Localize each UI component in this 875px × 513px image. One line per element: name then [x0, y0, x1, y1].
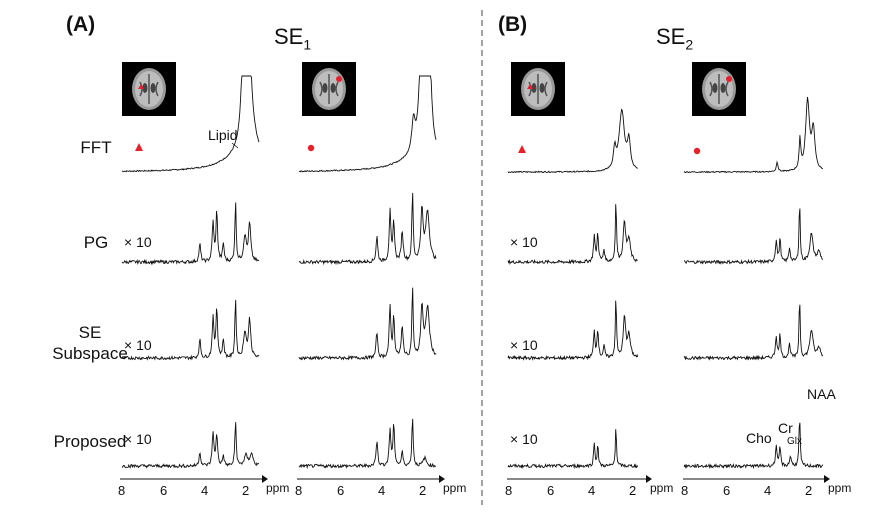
spectrum-trace: [507, 300, 639, 361]
spectra-traces: [121, 75, 824, 470]
axis-arrow-icon: [262, 475, 268, 483]
x-axis-col-2: [297, 475, 445, 483]
panel-a-tag: (A): [66, 13, 96, 36]
brain-thumbnail-a-right: [302, 62, 356, 116]
row-label-se-subspace: SE Subspace: [40, 322, 140, 364]
scale-b-pg: × 10: [510, 234, 538, 250]
lipid-pointer: [231, 142, 239, 149]
brain-thumbnail-b-right: [692, 62, 746, 116]
triangle-marker-icon: [518, 145, 526, 153]
tick-6: 6: [160, 483, 168, 498]
tick-8: 8: [295, 483, 303, 498]
panel-b-tag: (B): [498, 13, 528, 36]
spectrum-trace: [683, 422, 824, 470]
tick-8: 8: [681, 483, 689, 498]
tick-8: 8: [118, 483, 126, 498]
circle-marker-icon: [336, 76, 342, 82]
tick-2: 2: [629, 483, 637, 498]
brain-thumbnail-b-left: [511, 62, 565, 116]
tick-6: 6: [723, 483, 731, 498]
triangle-marker-icon: [138, 84, 144, 89]
spectrum-trace: [298, 287, 437, 361]
naa-label: NAA: [807, 386, 836, 402]
ppm-unit: ppm: [266, 481, 290, 495]
axis-arrow-icon: [646, 475, 652, 483]
tick-4: 4: [378, 483, 386, 498]
scale-b-proposed: × 10: [510, 431, 538, 447]
brain-slice-image: [132, 68, 166, 110]
scale-a-proposed: × 10: [124, 431, 152, 447]
brain-thumbnail-a-left: [122, 62, 176, 116]
lipid-label: Lipid: [208, 127, 238, 143]
panel-a-title-text: SE: [274, 24, 304, 49]
circle-marker-icon: [307, 144, 315, 152]
x-axis-col-4: [683, 475, 830, 483]
spectrum-trace: [121, 75, 260, 173]
panel-a-title: SE1: [274, 24, 311, 52]
spectrum-trace: [507, 204, 638, 265]
spectrum-trace: [507, 108, 638, 174]
spectrum-trace: [121, 422, 260, 469]
scale-a-pg: × 10: [124, 234, 152, 250]
triangle-marker-icon: [135, 143, 143, 151]
triangle-marker-icon: [527, 84, 533, 89]
brain-slice-image: [312, 68, 346, 110]
axis-arrow-icon: [439, 475, 445, 483]
x-axis-col-3: [507, 475, 652, 483]
spectrum-trace: [507, 429, 639, 470]
scale-a-se-subspace: × 10: [124, 337, 152, 353]
brain-slice-image: [521, 68, 555, 110]
tick-8: 8: [505, 483, 513, 498]
circle-marker-icon: [693, 147, 701, 155]
tick-4: 4: [588, 483, 596, 498]
x-axis-col-1: [120, 475, 268, 483]
spectrum-trace: [683, 97, 823, 174]
tick-6: 6: [547, 483, 555, 498]
spectrum-trace: [298, 418, 436, 470]
tick-4: 4: [764, 483, 772, 498]
scale-b-se-subspace: × 10: [510, 337, 538, 353]
panel-b-title: SE2: [656, 24, 693, 52]
tick-2: 2: [242, 483, 250, 498]
panel-b-title-text: SE: [656, 24, 686, 49]
spectrum-trace: [121, 202, 260, 266]
panel-a-title-sub: 1: [303, 36, 312, 53]
ppm-unit: ppm: [443, 481, 467, 495]
row-label-fft: FFT: [80, 138, 112, 157]
tick-4: 4: [201, 483, 209, 498]
tick-2: 2: [419, 483, 427, 498]
axis-arrow-icon: [824, 475, 830, 483]
cr-label: Cr: [778, 420, 793, 436]
spectrum-trace: [298, 75, 437, 173]
spectrum-trace: [121, 299, 260, 361]
row-label-proposed: Proposed: [53, 432, 127, 451]
ppm-unit: ppm: [650, 481, 674, 495]
glx-label: Glx: [787, 436, 802, 447]
panel-b-title-sub: 2: [685, 36, 694, 53]
circle-marker-icon: [726, 76, 732, 82]
spectrum-trace: [684, 208, 823, 265]
brain-slice-image: [702, 68, 736, 110]
row-label-pg: PG: [83, 233, 109, 252]
ppm-unit: ppm: [828, 481, 852, 495]
spectrum-trace: [683, 304, 824, 361]
cho-label: Cho: [746, 430, 772, 446]
spectrum-trace: [298, 192, 437, 266]
row-label-se-subspace-text: SE Subspace: [52, 323, 128, 363]
tick-2: 2: [805, 483, 813, 498]
tick-6: 6: [337, 483, 345, 498]
